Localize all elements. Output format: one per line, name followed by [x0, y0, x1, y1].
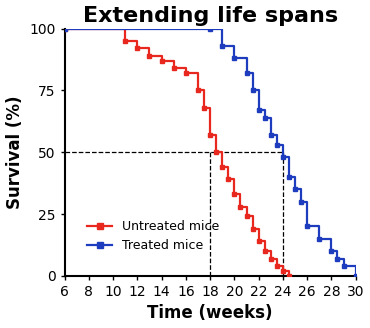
Y-axis label: Survival (%): Survival (%): [6, 95, 24, 209]
Title: Extending life spans: Extending life spans: [83, 6, 338, 26]
X-axis label: Time (weeks): Time (weeks): [147, 304, 273, 322]
Legend: Untreated mice, Treated mice: Untreated mice, Treated mice: [83, 215, 225, 257]
